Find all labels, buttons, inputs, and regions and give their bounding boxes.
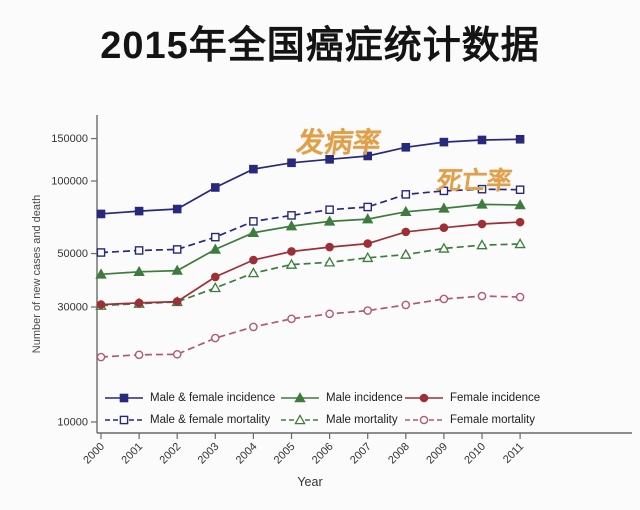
legend-item-male-incidence: Male incidence	[280, 392, 404, 404]
y-tick-label: 50000	[57, 248, 88, 260]
series-markers-female-incidence	[96, 217, 525, 309]
triangle-filled-marker-icon	[280, 392, 320, 404]
triangle-open-marker-icon	[280, 414, 320, 426]
legend-item-male-mortality: Male mortality	[280, 414, 404, 426]
legend-label: Female mortality	[450, 414, 535, 426]
series-line-male-female-incidence	[100, 138, 521, 215]
series-line-male-female-mortality	[100, 188, 521, 254]
x-tick-label: 2002	[158, 441, 184, 467]
square-filled-marker-icon	[104, 392, 144, 404]
square-open-marker-icon	[104, 414, 144, 426]
x-tick-label: 2007	[348, 441, 374, 467]
axes	[96, 115, 632, 434]
x-axis-ticks: 2000 2001 2002 2003 2004 2005 2006 2007 2008 2009…	[81, 433, 526, 466]
legend-item-female-incidence: Female incidence	[404, 392, 564, 404]
x-tick-label: 2008	[386, 441, 412, 467]
page-title: 2015年全国癌症统计数据	[100, 25, 540, 67]
x-axis-title: Year	[297, 475, 323, 489]
mortality-annotation: 死亡率	[434, 167, 514, 195]
legend-label: Female incidence	[450, 392, 541, 404]
y-tick-label: 100000	[51, 176, 88, 188]
series-markers-male-incidence	[95, 198, 526, 279]
legend-item-female-mortality: Female mortality	[404, 414, 564, 426]
series-markers-female-mortality	[96, 291, 525, 362]
x-tick-label: 2005	[272, 441, 298, 467]
legend-item-male-female-incidence: Male & female incidence	[104, 392, 280, 404]
y-axis-ticks: 10000 30000 50000 100000 150000	[51, 133, 97, 429]
x-tick-label: 2004	[234, 441, 260, 467]
legend-item-male-female-mortality: Male & female mortality	[104, 414, 280, 426]
incidence-annotation: 发病率	[294, 127, 383, 158]
series-line-male-incidence	[100, 203, 521, 276]
x-tick-label: 2003	[196, 441, 222, 467]
series-line-male-mortality	[100, 243, 521, 307]
circle-filled-marker-icon	[404, 392, 444, 404]
legend-label: Male & female mortality	[150, 414, 271, 426]
legend: Male & female incidence Male incidence F…	[104, 387, 564, 431]
y-tick-label: 30000	[57, 302, 88, 314]
x-tick-label: 2006	[310, 441, 336, 467]
y-axis-title: Number of new cases and death	[31, 194, 43, 354]
legend-label: Male & female incidence	[150, 392, 276, 404]
series-line-female-incidence	[100, 221, 521, 306]
x-tick-label: 2011	[501, 441, 526, 466]
series-markers-male-female-incidence	[96, 134, 525, 219]
x-tick-label: 2010	[462, 441, 488, 467]
series-line-female-mortality	[100, 295, 521, 358]
x-tick-label: 2000	[81, 441, 107, 467]
legend-label: Male incidence	[326, 392, 403, 404]
y-tick-label: 10000	[57, 417, 88, 429]
y-tick-label: 150000	[51, 133, 88, 145]
x-tick-label: 2001	[119, 441, 145, 467]
series-markers-male-female-mortality	[96, 184, 525, 257]
x-tick-label: 2009	[424, 441, 450, 467]
legend-label: Male mortality	[326, 414, 398, 426]
circle-open-marker-icon	[404, 414, 444, 426]
